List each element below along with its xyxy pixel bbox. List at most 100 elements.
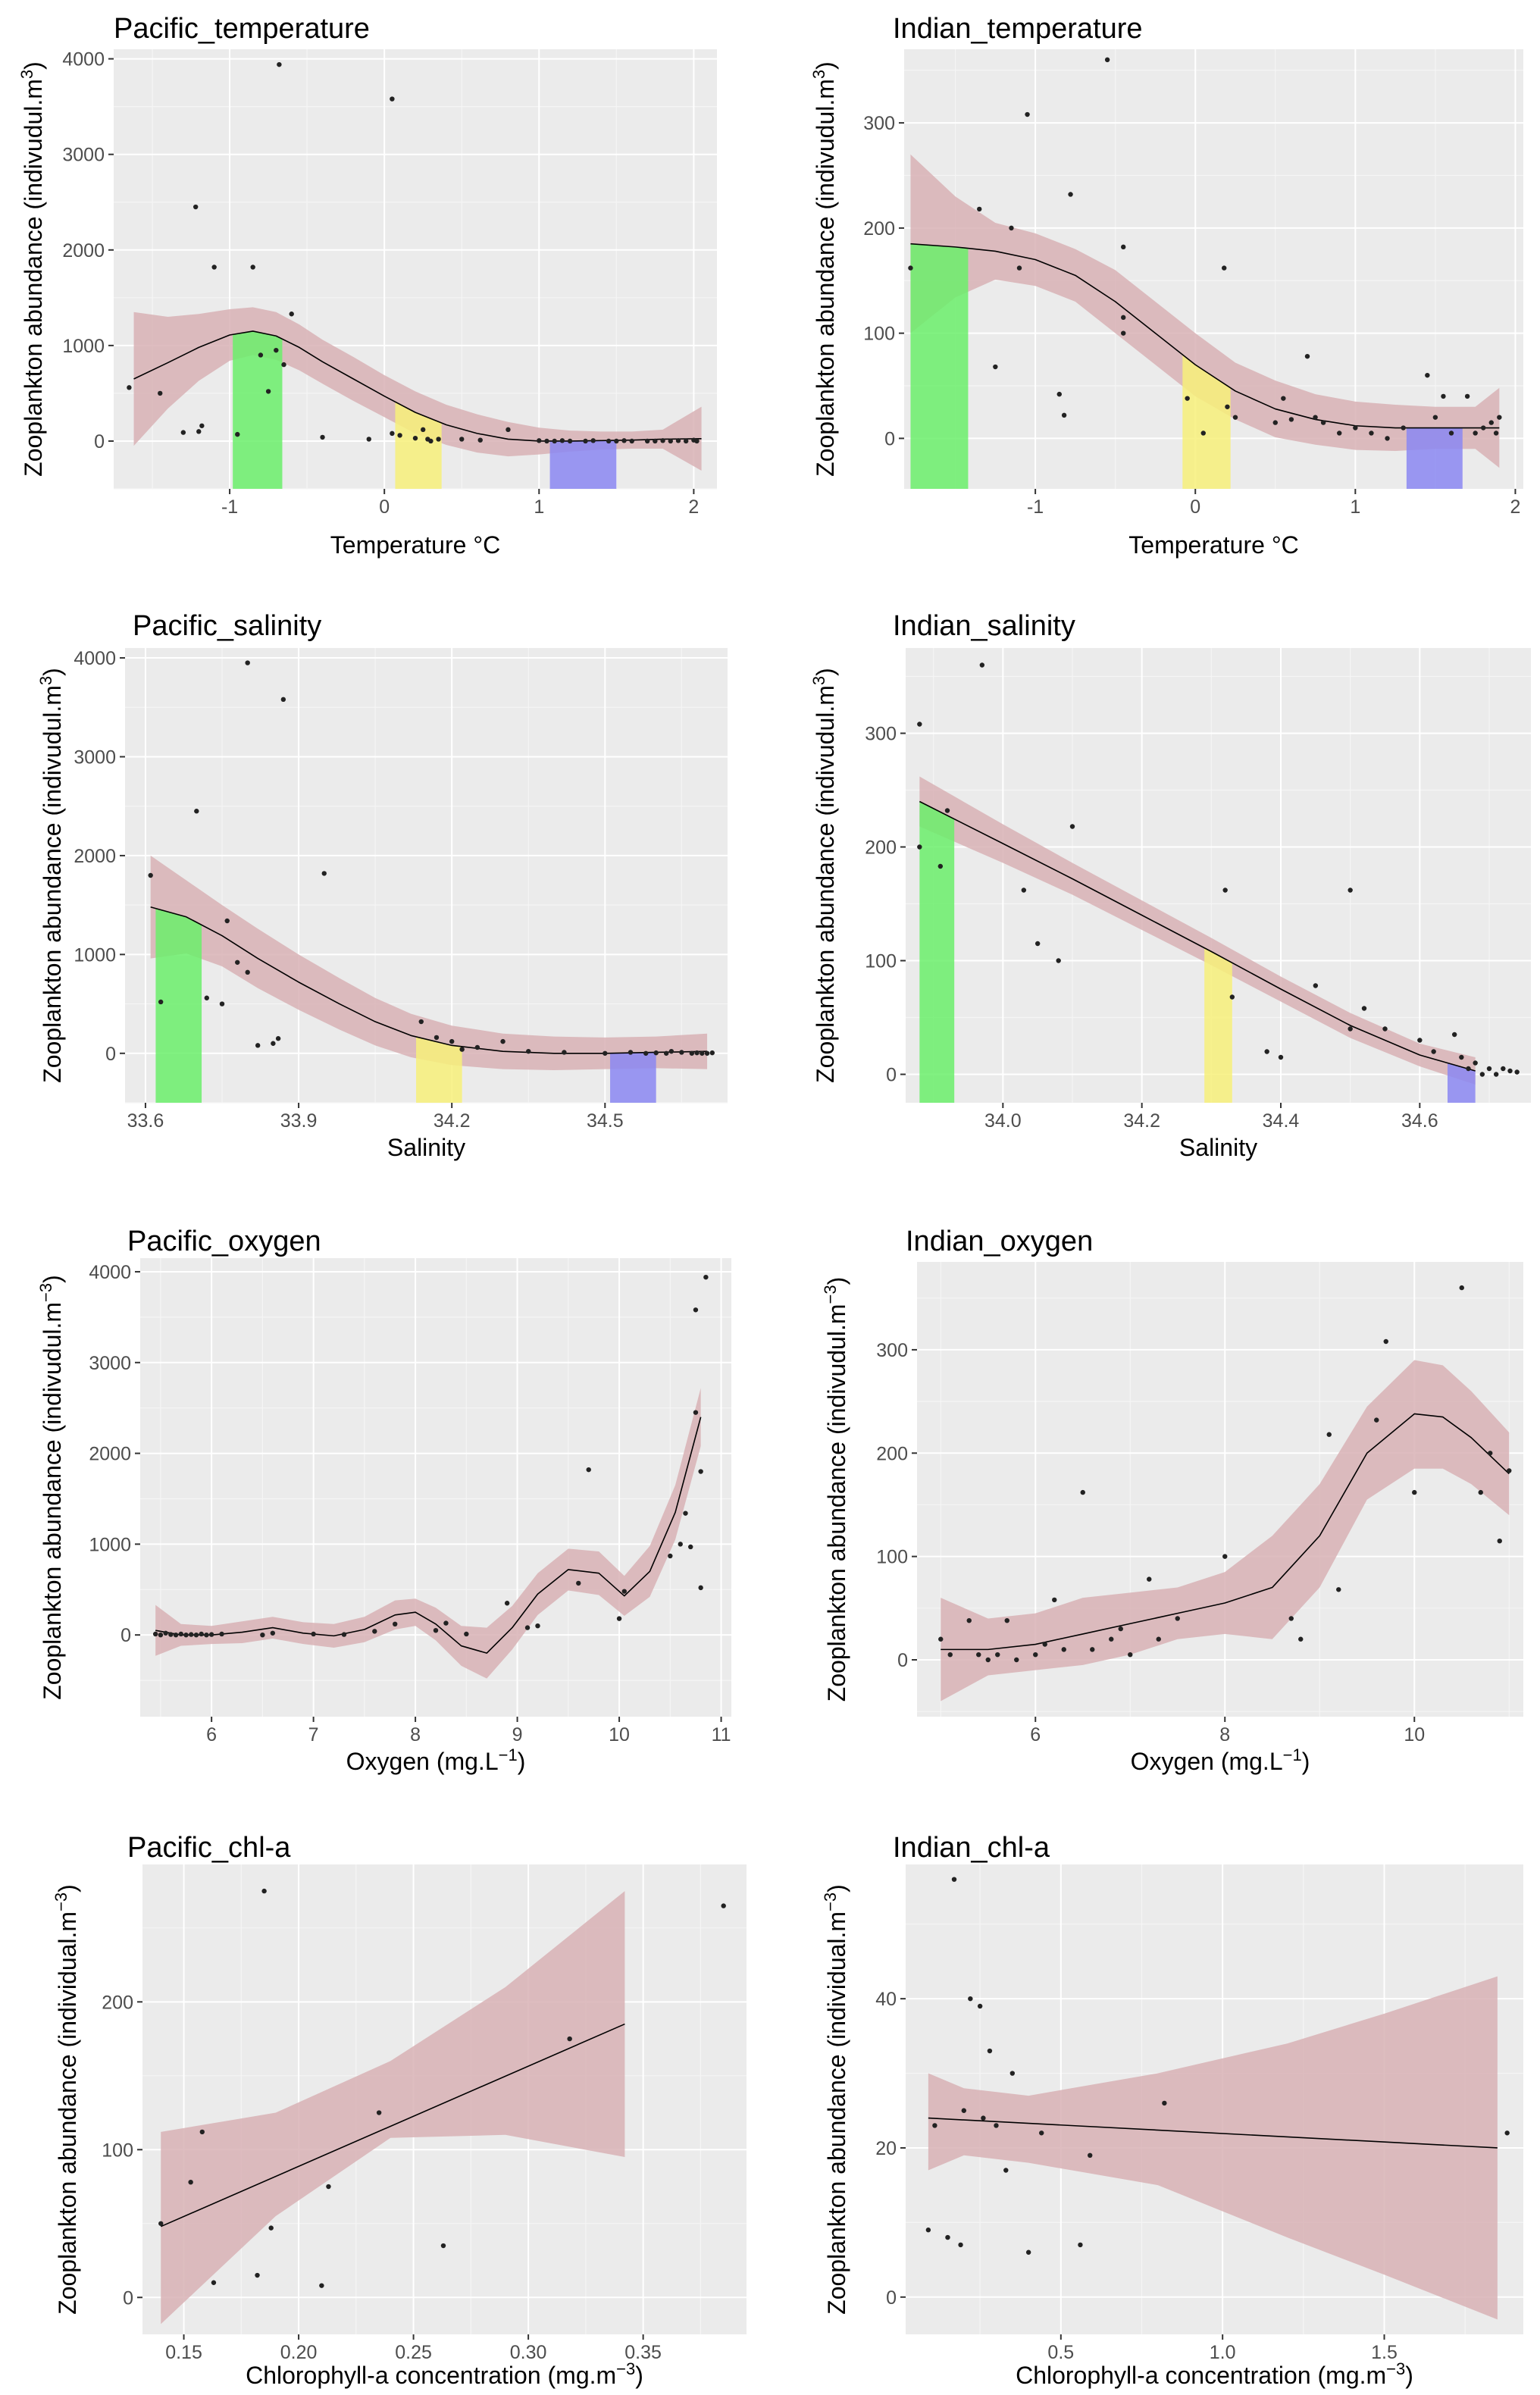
highlight-band-yellow <box>395 402 442 489</box>
y-tick-label: 200 <box>865 837 897 859</box>
data-point <box>621 438 627 443</box>
x-axis-label-main: Oxygen (mg.L <box>346 1748 499 1775</box>
data-point <box>1473 1060 1478 1066</box>
data-point <box>208 1632 214 1637</box>
data-point <box>393 1621 398 1627</box>
data-point <box>255 1043 261 1048</box>
data-point <box>945 2234 950 2240</box>
y-axis-label-main: Zooplankton abundance (indivudul.m <box>812 685 839 1083</box>
data-point <box>1382 1026 1388 1032</box>
data-point <box>127 385 132 390</box>
data-point <box>271 1041 276 1046</box>
y-tick-label: 3000 <box>74 747 116 768</box>
data-point <box>245 969 250 975</box>
x-tick-label: 0.25 <box>395 2342 432 2363</box>
data-point <box>1175 1616 1180 1621</box>
data-point <box>567 2036 572 2042</box>
data-point <box>698 1469 703 1474</box>
data-point <box>993 364 998 370</box>
data-point <box>1014 1657 1019 1663</box>
chart-title: Pacific_salinity <box>133 610 321 642</box>
data-point <box>158 390 163 396</box>
data-point <box>1507 1068 1513 1074</box>
x-tick-label: 0.30 <box>510 2342 547 2363</box>
data-point <box>1488 1451 1493 1456</box>
data-point <box>1481 425 1486 430</box>
data-point <box>938 1636 944 1642</box>
data-point <box>1264 1049 1269 1054</box>
chart-title: Pacific_oxygen <box>127 1226 321 1257</box>
chart-title: Indian_oxygen <box>906 1226 1093 1257</box>
y-tick-label: 200 <box>863 218 895 240</box>
data-point <box>196 429 202 434</box>
data-point <box>1109 1636 1114 1642</box>
chart-panel-pac_sal: 33.6 33.9 34.2 34.5 0 1000 2000 3000 4000 Pacific… <box>36 610 728 1161</box>
data-point <box>1464 393 1470 399</box>
data-point <box>1466 1066 1471 1072</box>
data-point <box>390 96 395 102</box>
confidence-ribbon <box>928 1976 1498 2320</box>
data-point <box>211 2280 217 2285</box>
x-axis-label: Temperature °C <box>1128 531 1298 559</box>
data-point <box>163 1630 168 1636</box>
data-point <box>644 438 650 444</box>
y-axis: 0 1000 2000 3000 4000 <box>62 49 114 452</box>
data-point <box>255 2272 260 2278</box>
data-point <box>1078 2242 1083 2248</box>
data-point <box>326 2184 331 2190</box>
data-point <box>698 1585 703 1591</box>
data-point <box>1068 192 1073 197</box>
data-point <box>434 1035 440 1041</box>
data-point <box>1369 430 1374 436</box>
data-point <box>629 438 634 444</box>
data-points <box>127 61 700 444</box>
data-point <box>1090 1647 1095 1652</box>
x-axis-label-superscript: −1 <box>499 1745 518 1764</box>
data-point <box>1488 420 1494 425</box>
y-axis-label-tail: ) <box>812 668 839 676</box>
data-point <box>168 1632 174 1637</box>
x-tick-label: 2 <box>1510 496 1520 518</box>
x-axis-label-main: Oxygen (mg.L <box>1131 1748 1283 1775</box>
x-tick-label: 34.4 <box>1263 1110 1300 1132</box>
confidence-ribbon <box>941 1360 1510 1702</box>
data-point <box>981 2115 986 2121</box>
data-point <box>1056 958 1061 963</box>
y-axis-label-main: Zooplankton abundance (individual.m <box>823 1911 850 2315</box>
data-point <box>603 1050 608 1056</box>
x-axis: 34.0 34.2 34.4 34.6 <box>984 1103 1438 1132</box>
data-point <box>985 1657 991 1663</box>
data-point <box>1009 225 1014 231</box>
x-tick-label: 0.15 <box>165 2342 202 2363</box>
data-point <box>428 438 434 444</box>
confidence-ribbon <box>161 1891 625 2325</box>
x-axis: 6 7 8 9 10 11 <box>206 1717 731 1745</box>
chart-panel-ind_chl: 0.5 1.0 1.5 0 20 40 Indian_chl-a Chlorophyll-a … <box>821 1832 1523 2389</box>
data-point <box>474 1044 480 1050</box>
y-tick-label: 0 <box>886 2287 897 2309</box>
data-point <box>1039 2130 1044 2136</box>
x-tick-label: 10 <box>609 1724 630 1745</box>
data-point <box>1507 1468 1512 1473</box>
data-point <box>614 438 619 444</box>
x-tick-label: 11 <box>712 1724 731 1745</box>
data-point <box>590 438 596 443</box>
data-point <box>976 1651 981 1658</box>
data-point <box>1229 994 1235 1000</box>
data-point <box>1288 417 1294 422</box>
y-tick-label: 300 <box>863 113 895 134</box>
data-point <box>616 1616 622 1621</box>
data-point <box>1009 2071 1016 2076</box>
fitted-line <box>910 243 1500 429</box>
data-point <box>1425 372 1430 378</box>
x-tick-label: 34.5 <box>587 1110 624 1132</box>
y-tick-label: 2000 <box>74 846 116 867</box>
data-point <box>1021 888 1027 893</box>
data-point <box>204 1632 209 1638</box>
data-point <box>977 2003 983 2009</box>
y-axis-label: Zooplankton abundance (indivudul.m3) <box>36 668 67 1083</box>
y-tick-label: 4000 <box>62 49 105 70</box>
x-axis-label: Oxygen (mg.L−1) <box>346 1745 526 1776</box>
data-point <box>412 435 418 441</box>
